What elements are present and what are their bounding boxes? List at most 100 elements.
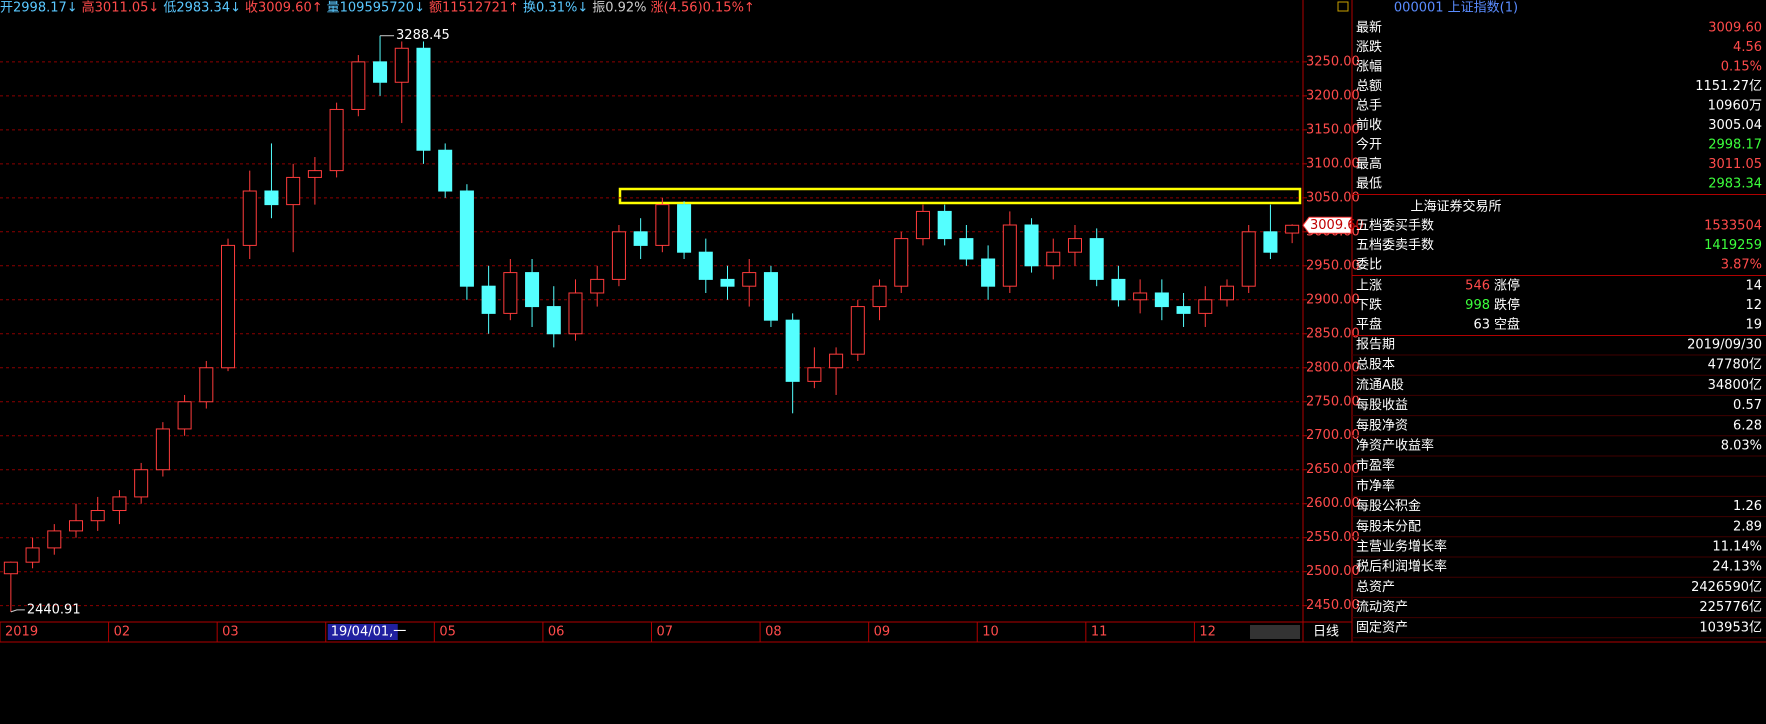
x-tick-label: 11	[1091, 625, 1108, 640]
candle-body	[221, 244, 236, 369]
candle-body	[416, 47, 431, 151]
y-tick-label: 2550.00	[1306, 530, 1360, 545]
x-tick-highlight	[327, 624, 398, 640]
panel-value: 24.13%	[1712, 560, 1762, 575]
candle-body	[242, 190, 257, 246]
panel-value: 4.56	[1733, 40, 1762, 55]
candle-body	[807, 367, 822, 382]
candle-body	[459, 190, 474, 287]
panel-label: 平盘	[1356, 317, 1382, 333]
panel-label: 报告期	[1356, 338, 1395, 353]
x-tick-label: 09	[874, 625, 891, 640]
last-price-tag	[1302, 216, 1352, 234]
panel-value: 0.57	[1733, 398, 1762, 413]
panel-value: 2983.34	[1708, 177, 1762, 192]
panel-value: 225776亿	[1699, 600, 1762, 615]
candle-body	[3, 561, 18, 575]
panel-label: 每股公积金	[1356, 498, 1421, 514]
candle-body	[677, 204, 692, 253]
panel-value: 546	[1465, 279, 1490, 294]
panel-value: 8.03%	[1721, 439, 1762, 454]
panel-value: 0.15%	[1721, 60, 1762, 75]
panel-value: 1419259	[1704, 238, 1762, 253]
candle-body	[199, 367, 214, 403]
candle-body	[850, 306, 865, 355]
candle-body	[351, 61, 366, 110]
panel-title: 000001 上证指数(1)	[1394, 1, 1518, 16]
candle-body	[1263, 231, 1278, 253]
panel-value: 34800亿	[1708, 378, 1762, 393]
candle-body	[177, 401, 192, 430]
panel-label: 今开	[1356, 137, 1382, 153]
candle-body	[25, 547, 40, 563]
resistance-box	[618, 187, 1302, 205]
header-item: 低2983.34↓	[163, 1, 241, 16]
candle-body	[568, 292, 583, 335]
x-tick-label: 10	[982, 625, 999, 640]
x-tick-label: 06	[548, 625, 565, 640]
y-tick-label: 3100.00	[1306, 156, 1360, 171]
y-tick-label: 2450.00	[1306, 598, 1360, 613]
candle-body	[438, 149, 453, 192]
candle-body	[1046, 251, 1061, 267]
candle-body	[829, 353, 844, 369]
panel-value: 11.14%	[1712, 540, 1762, 555]
panel-label: 最高	[1356, 156, 1382, 172]
candle-body	[373, 61, 388, 83]
header-item: 收3009.60↑	[245, 1, 323, 16]
period-label: 日线	[1313, 625, 1339, 640]
panel-value: 2998.17	[1708, 138, 1762, 153]
panel-label: 主营业务增长率	[1356, 539, 1447, 555]
candle-body	[286, 176, 301, 206]
panel-label: 下跌	[1356, 297, 1382, 313]
panel-value: 3011.05	[1708, 157, 1762, 172]
candle-body	[329, 108, 344, 172]
candle-body	[937, 210, 952, 240]
panel-label: 上涨	[1356, 279, 1382, 294]
candle-body	[1089, 238, 1104, 280]
panel-label: 税后利润增长率	[1356, 559, 1447, 575]
y-tick-label: 2800.00	[1306, 360, 1360, 375]
panel-value: 3009.60	[1708, 21, 1762, 36]
panel-value: 2426590亿	[1691, 580, 1762, 595]
header-item: 高3011.05↓	[82, 0, 160, 16]
x-tick-label: 07	[657, 625, 674, 640]
panel-value: 3.87%	[1721, 258, 1762, 273]
candle-body	[525, 272, 540, 308]
x-tick-label: 08	[765, 625, 782, 640]
panel-label: 流动资产	[1356, 600, 1408, 615]
scrollbar[interactable]	[1250, 625, 1300, 639]
y-tick-label: 2850.00	[1306, 326, 1360, 341]
annotation-label: 3288.45	[396, 28, 450, 43]
header-item: 换0.31%↓	[523, 1, 588, 16]
x-tick-label: 03	[222, 625, 239, 640]
panel-value: 3005.04	[1708, 118, 1762, 133]
panel-value: 12	[1745, 298, 1762, 313]
x-tick-label: 05	[439, 625, 456, 640]
candle-body	[915, 210, 930, 240]
candle-body	[720, 278, 735, 287]
candle-body	[1219, 285, 1235, 301]
panel-label: 五档委卖手数	[1356, 238, 1434, 253]
panel-label: 市净率	[1356, 478, 1395, 494]
candle-body	[655, 204, 670, 246]
panel-label: 最新	[1356, 20, 1382, 36]
candle-body	[785, 319, 800, 382]
y-tick-label: 2650.00	[1306, 462, 1360, 477]
y-tick-label: 3200.00	[1306, 88, 1360, 103]
candle-body	[1198, 299, 1213, 314]
candle-body	[894, 238, 909, 287]
candle-body	[1241, 231, 1256, 287]
panel-label: 净资产收益率	[1356, 438, 1434, 454]
candle-body	[742, 272, 757, 287]
candle-body	[503, 272, 518, 314]
panel-label: 固定资产	[1356, 620, 1408, 635]
exchange-title: 上海证券交易所	[1410, 199, 1501, 215]
candle-body	[633, 231, 648, 246]
y-tick-label: 3050.00	[1306, 190, 1360, 205]
panel-value: 63	[1473, 318, 1490, 333]
candle-body	[47, 530, 62, 549]
candle-body	[1024, 224, 1039, 267]
x-tick-label: 19/04/01,一	[331, 625, 407, 640]
